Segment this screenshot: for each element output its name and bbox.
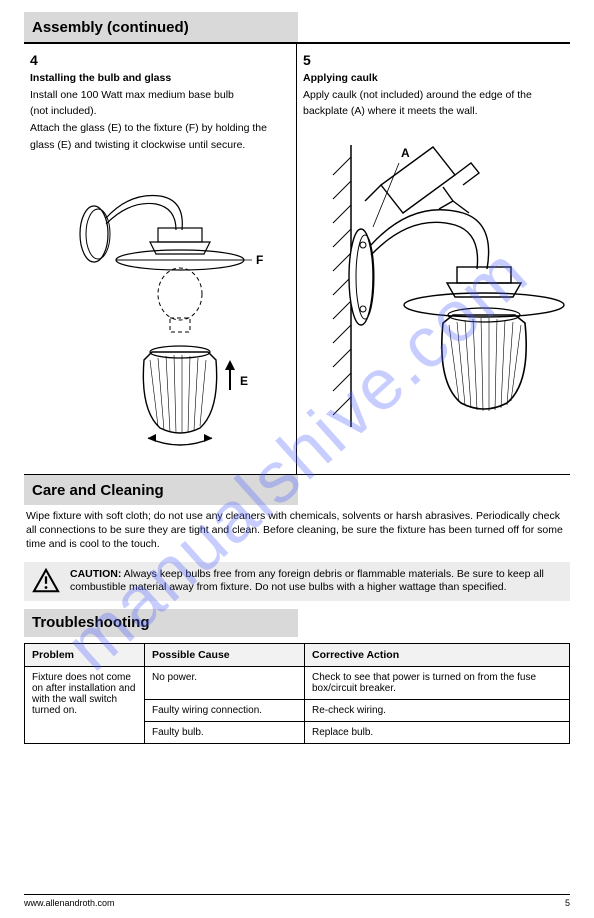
step-4-number: 4 <box>30 52 38 68</box>
step-5-text: Applying caulk Apply caulk (not included… <box>303 72 564 119</box>
step-4-figure: F E <box>30 160 290 460</box>
td-problem: Fixture does not come on after installat… <box>25 666 145 743</box>
th-action: Corrective Action <box>305 643 570 666</box>
th-cause: Possible Cause <box>145 643 305 666</box>
step-5-number: 5 <box>303 52 311 68</box>
step-5-line: Apply caulk (not included) around the ed… <box>303 89 564 103</box>
care-cleaning-header: Care and Cleaning <box>24 475 298 505</box>
caution-box: CAUTION: Always keep bulbs free from any… <box>24 562 570 601</box>
care-text: Wipe fixture with soft cloth; do not use… <box>24 505 570 562</box>
step-4-line: Install one 100 Watt max medium base bul… <box>30 89 290 103</box>
troubleshooting-header: Troubleshooting <box>24 609 298 637</box>
td-cause: Faulty wiring connection. <box>145 699 305 721</box>
step-5-column: 5 Applying caulk Apply caulk (not includ… <box>297 44 570 474</box>
th-problem: Problem <box>25 643 145 666</box>
warning-icon <box>32 568 60 594</box>
td-cause: Faulty bulb. <box>145 721 305 743</box>
caution-text: CAUTION: Always keep bulbs free from any… <box>70 568 562 595</box>
troubleshooting-table: Problem Possible Cause Corrective Action… <box>24 643 570 744</box>
label-a: A <box>401 146 410 160</box>
step-5-figure: A <box>303 127 564 457</box>
td-action: Replace bulb. <box>305 721 570 743</box>
caution-body: Always keep bulbs free from any foreign … <box>70 568 544 594</box>
step-5-line: backplate (A) where it meets the wall. <box>303 105 564 119</box>
step-4-column: 4 Installing the bulb and glass Install … <box>24 44 297 474</box>
care-section: Care and Cleaning Wipe fixture with soft… <box>24 474 570 601</box>
step-5-title: Applying caulk <box>303 72 378 84</box>
caution-label: CAUTION: <box>70 568 121 580</box>
step-4-text: Installing the bulb and glass Install on… <box>30 72 290 152</box>
assembly-steps-row: 4 Installing the bulb and glass Install … <box>24 43 570 474</box>
step-4-line: glass (E) and twisting it clockwise unti… <box>30 139 290 153</box>
assembly-continued-header: Assembly (continued) <box>24 12 298 42</box>
td-action: Check to see that power is turned on fro… <box>305 666 570 699</box>
td-cause: No power. <box>145 666 305 699</box>
page-footer: www.allenandroth.com 5 <box>24 894 570 908</box>
footer-page-number: 5 <box>565 898 570 908</box>
step-4-title: Installing the bulb and glass <box>30 72 171 84</box>
label-f: F <box>256 253 263 267</box>
label-e: E <box>240 374 248 388</box>
step-4-line: (not included). <box>30 105 290 119</box>
td-action: Re-check wiring. <box>305 699 570 721</box>
step-4-line: Attach the glass (E) to the fixture (F) … <box>30 122 290 136</box>
footer-url: www.allenandroth.com <box>24 898 115 908</box>
